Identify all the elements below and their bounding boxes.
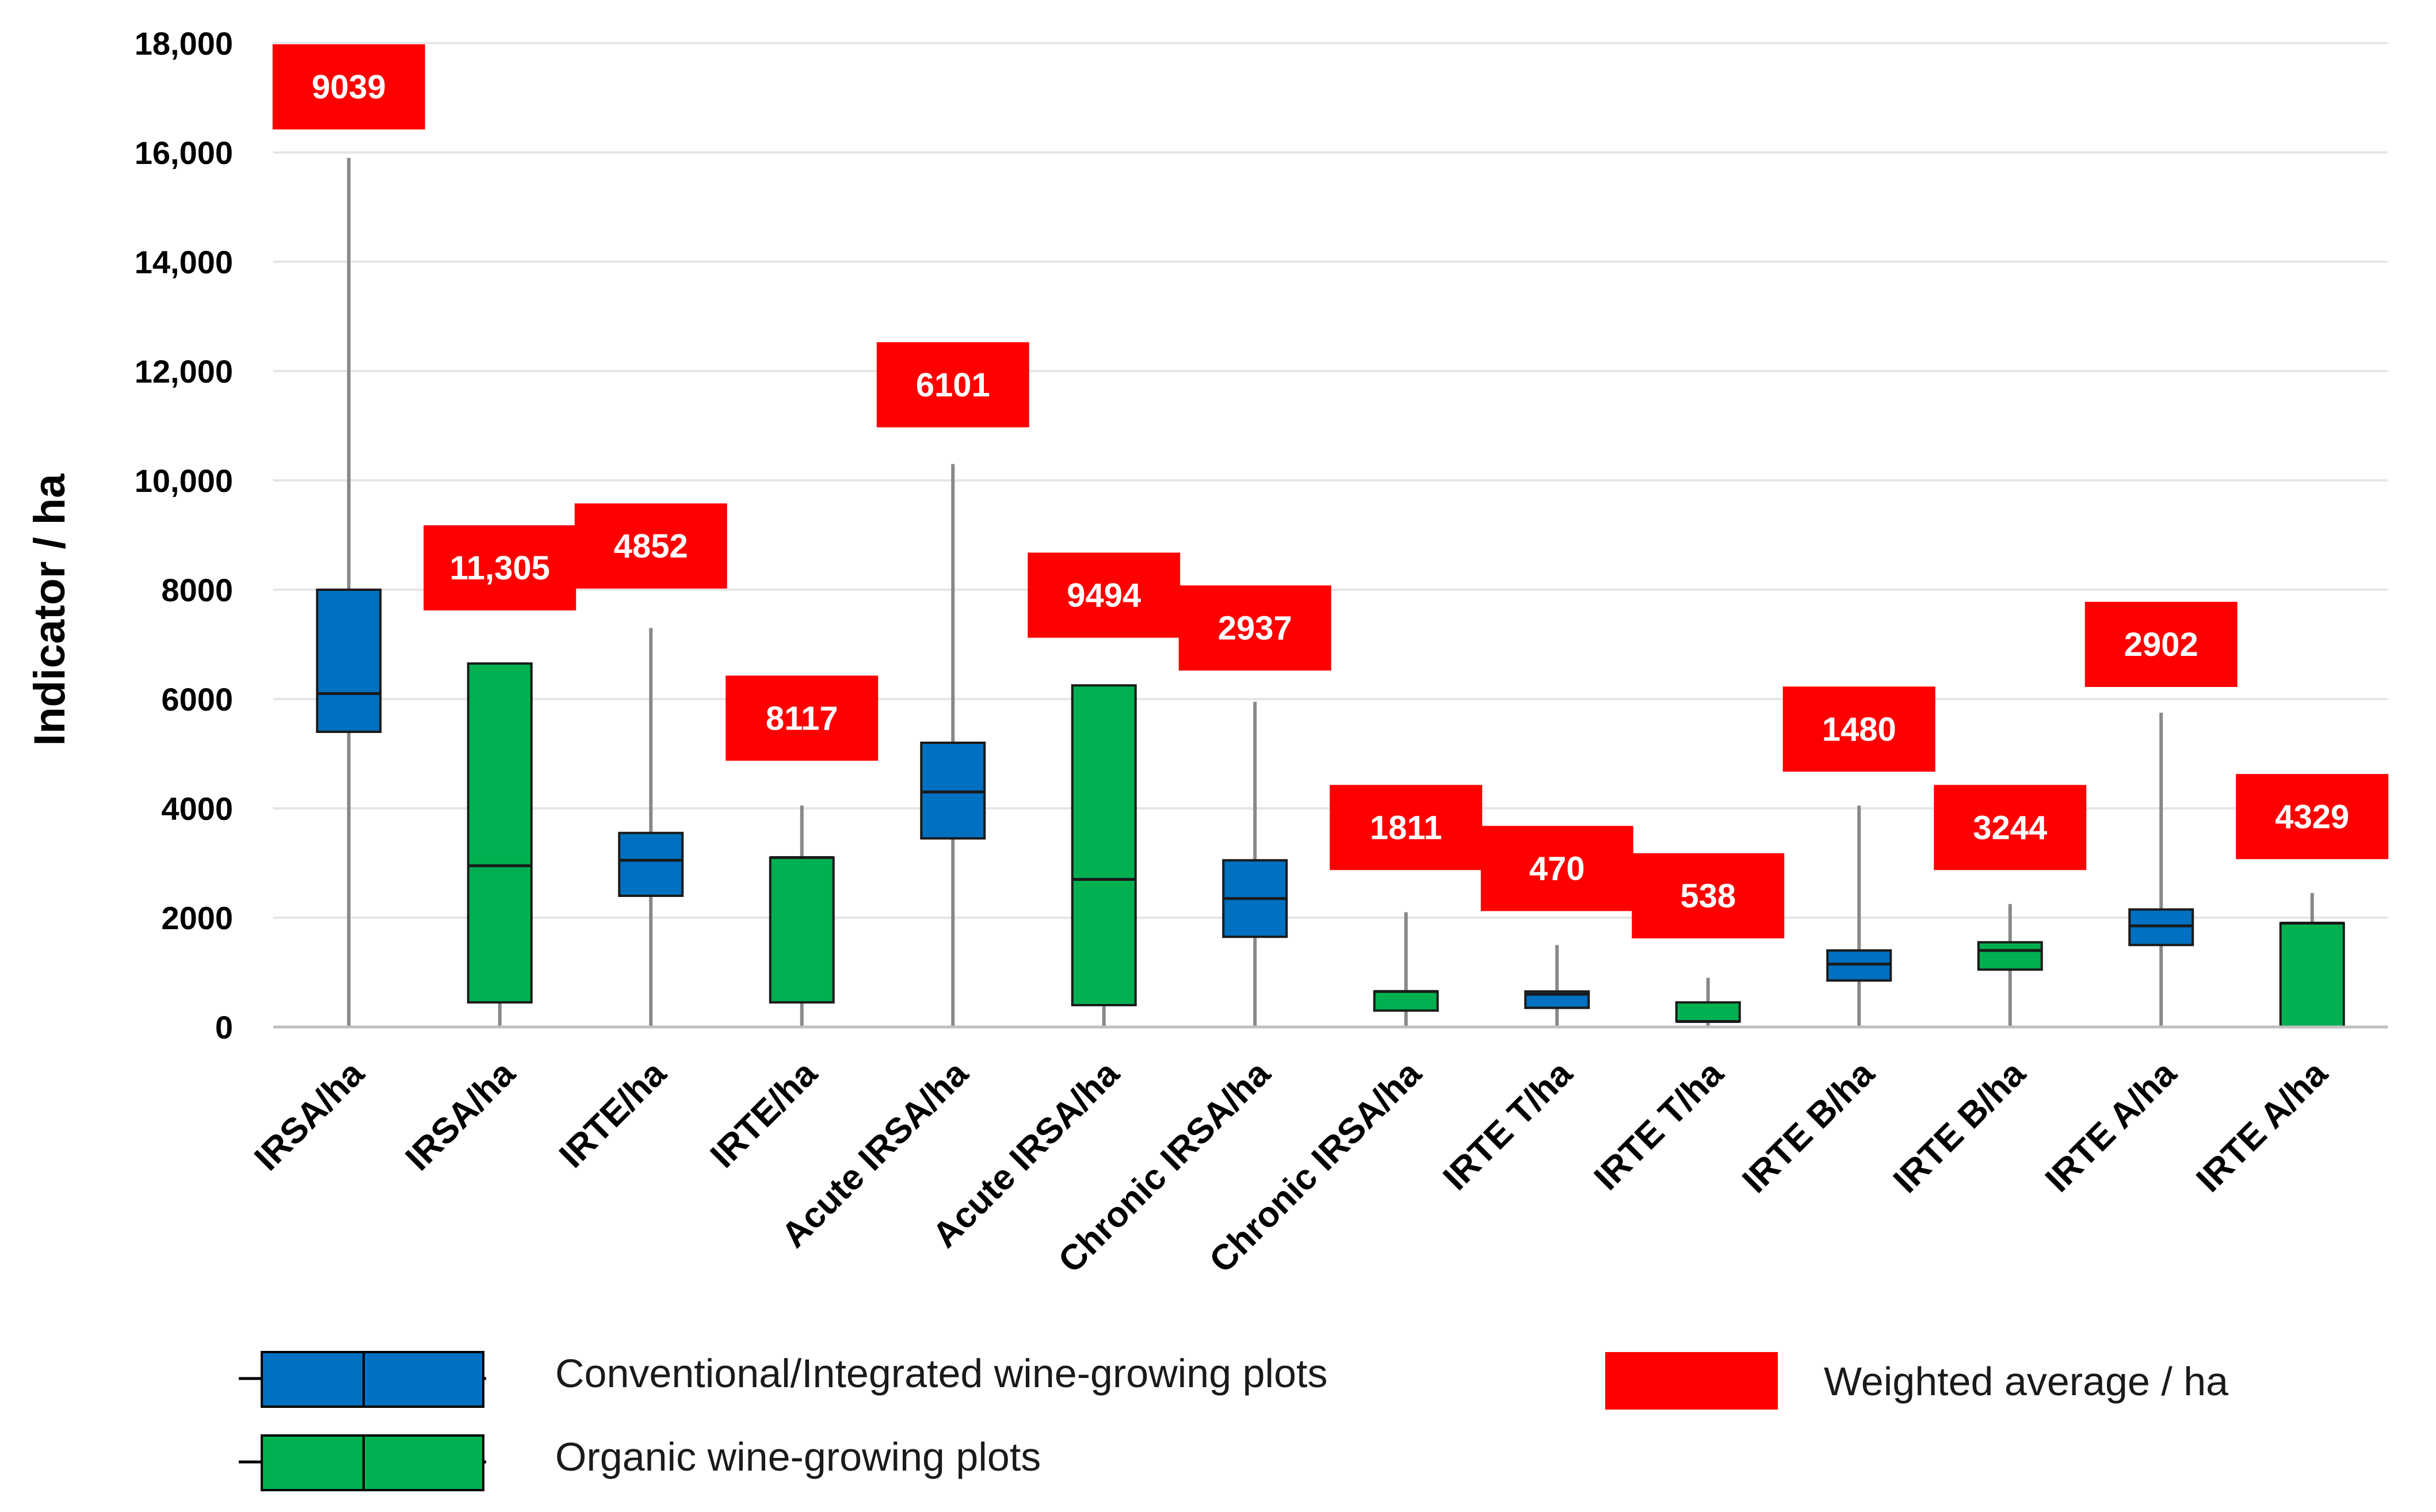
weighted-average-box bbox=[1632, 853, 1785, 938]
weighted-average-value: 2937 bbox=[1218, 610, 1292, 647]
x-tick-label: IRTE T/ha bbox=[1587, 1053, 1731, 1198]
x-tick-label: IRTE A/ha bbox=[2038, 1053, 2185, 1200]
legend-organic-box bbox=[261, 1434, 484, 1491]
y-axis-ticks: 0 2000 4000 6000 8000 10,000 12,000 14,000 16,00… bbox=[135, 25, 233, 1045]
weighted-average-box bbox=[272, 44, 425, 129]
weighted-average-value: 470 bbox=[1529, 850, 1585, 888]
weighted-average-box bbox=[2236, 774, 2389, 860]
box-organic bbox=[1071, 684, 1137, 1006]
box-organic bbox=[2279, 922, 2345, 1028]
x-tick-label: IRSA/ha bbox=[398, 1053, 523, 1178]
y-tick-label: 10,000 bbox=[135, 463, 233, 499]
x-tick-label: IRTE A/ha bbox=[2189, 1053, 2335, 1200]
weighted-average-value: 538 bbox=[1680, 877, 1736, 915]
gridlines bbox=[273, 42, 2388, 919]
box-conventional bbox=[316, 589, 382, 733]
weighted-average-box bbox=[1028, 552, 1181, 638]
y-axis-label: Indicator / ha bbox=[25, 474, 74, 746]
weighted-average-value: 4329 bbox=[2275, 798, 2349, 835]
y-tick-label: 12,000 bbox=[135, 353, 233, 390]
boxes bbox=[316, 589, 2345, 1028]
weighted-average-box bbox=[574, 503, 727, 589]
weighted-average-value: 1811 bbox=[1370, 809, 1442, 846]
weighted-average-value: 11,305 bbox=[450, 549, 550, 587]
weighted-average-box bbox=[1480, 826, 1633, 911]
x-tick-label: IRTE B/ha bbox=[1886, 1053, 2033, 1201]
legend-conventional-swatch bbox=[239, 1351, 486, 1408]
box-organic bbox=[769, 856, 835, 1004]
legend-average-swatch bbox=[1605, 1352, 1778, 1410]
weighted-average-box bbox=[1782, 686, 1935, 772]
weighted-average-value: 4852 bbox=[614, 528, 688, 565]
weighted-average-box bbox=[876, 342, 1029, 427]
weighted-average-value: 2902 bbox=[2124, 626, 2198, 663]
weighted-average-value: 9039 bbox=[312, 68, 386, 106]
y-tick-label: 18,000 bbox=[135, 25, 233, 62]
y-tick-label: 14,000 bbox=[135, 244, 233, 280]
weighted-average-value: 9494 bbox=[1067, 577, 1141, 614]
y-tick-label: 16,000 bbox=[135, 135, 233, 171]
y-tick-label: 0 bbox=[215, 1009, 233, 1045]
x-tick-label: IRTE T/ha bbox=[1435, 1053, 1580, 1198]
y-tick-label: 8000 bbox=[161, 572, 233, 608]
legend-organic-label: Organic wine-growing plots bbox=[555, 1434, 1041, 1479]
box-organic bbox=[467, 662, 533, 1004]
box-organic bbox=[1977, 941, 2043, 971]
y-tick-label: 2000 bbox=[161, 900, 233, 936]
weighted-average-box bbox=[2084, 602, 2238, 687]
weighted-average-value: 8117 bbox=[766, 700, 838, 737]
box-organic bbox=[1675, 1001, 1741, 1023]
x-tick-label: IRTE B/ha bbox=[1735, 1053, 1882, 1201]
x-tick-label: IRTE/ha bbox=[552, 1053, 674, 1175]
legend: Conventional/Integrated wine-growing plo… bbox=[239, 1351, 2228, 1491]
y-tick-label: 4000 bbox=[161, 791, 233, 827]
weighted-average-box bbox=[726, 675, 879, 761]
box-conventional bbox=[618, 831, 684, 897]
legend-average-label: Weighted average / ha bbox=[1824, 1359, 2228, 1404]
x-tick-label: IRSA/ha bbox=[247, 1053, 372, 1178]
weighted-average-box bbox=[1178, 585, 1331, 671]
legend-organic-swatch bbox=[239, 1434, 486, 1491]
weighted-average-box bbox=[1330, 785, 1483, 870]
weighted-average-box bbox=[1934, 785, 2087, 870]
weighted-average-value: 6101 bbox=[916, 366, 990, 404]
x-tick-label: IRTE/ha bbox=[703, 1053, 825, 1175]
weighted-average-value: 3244 bbox=[1973, 809, 2047, 846]
legend-conventional-box bbox=[261, 1351, 484, 1408]
weighted-average-value: 1480 bbox=[1822, 711, 1896, 748]
y-tick-label: 6000 bbox=[161, 681, 233, 717]
legend-conventional-label: Conventional/Integrated wine-growing plo… bbox=[555, 1351, 1327, 1396]
weighted-average-box bbox=[423, 525, 576, 610]
weighted-average-labels: 9039 11,305 4852 8117 6101 9494 2937 1811 470 538… bbox=[272, 44, 2389, 938]
box-organic bbox=[1373, 990, 1439, 1012]
